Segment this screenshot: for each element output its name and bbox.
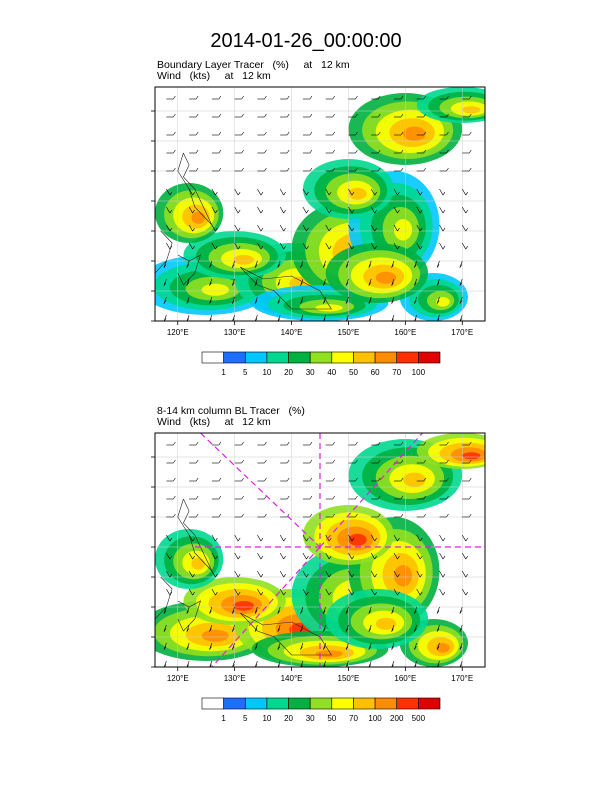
- colorbar-label: 5: [243, 714, 248, 723]
- colorbar-label: 20: [284, 714, 293, 723]
- colorbar-label: 70: [392, 368, 401, 377]
- colorbar-swatch: [396, 351, 419, 364]
- map2-title: 8-14 km column BL Tracer (%): [157, 405, 305, 417]
- map1-title: Boundary Layer Tracer (%) at 12 km: [157, 59, 350, 71]
- colorbar-label: 20: [284, 368, 293, 377]
- colorbar-swatch: [266, 697, 289, 710]
- map2-svg: 120°E130°E140°E150°E160°E170°E25°N20°N15…: [150, 432, 486, 723]
- colorbar-swatch: [353, 697, 376, 710]
- map-frame: [154, 86, 486, 322]
- x-tick-label: 140°E: [281, 328, 303, 337]
- colorbar-swatch: [418, 351, 441, 364]
- colorbar-label: 1: [221, 368, 226, 377]
- page-title: 2014-01-26_00:00:00: [210, 30, 402, 52]
- colorbar-label: 50: [327, 714, 336, 723]
- colorbar-label: 5: [243, 368, 248, 377]
- x-tick-label: 120°E: [167, 674, 189, 683]
- colorbar-label: 500: [412, 714, 426, 723]
- colorbar-label: 100: [412, 368, 426, 377]
- colorbar-label: 70: [349, 714, 358, 723]
- x-tick-label: 130°E: [224, 674, 246, 683]
- colorbar-swatch: [374, 697, 398, 710]
- map1-subtitle: Wind (kts) at 12 km: [157, 70, 271, 82]
- colorbar-label: 40: [327, 368, 336, 377]
- colorbar-label: 200: [390, 714, 404, 723]
- x-tick-label: 150°E: [338, 674, 360, 683]
- colorbar-label: 1: [221, 714, 226, 723]
- colorbar-swatch: [396, 697, 419, 710]
- x-tick-label: 140°E: [281, 674, 303, 683]
- colorbar-swatch: [288, 351, 311, 364]
- map2-panel: 120°E130°E140°E150°E160°E170°E25°N20°N15…: [150, 426, 490, 726]
- colorbar-label: 30: [306, 714, 315, 723]
- x-tick-label: 150°E: [338, 328, 360, 337]
- colorbar-label: 100: [368, 714, 382, 723]
- colorbar-swatch: [244, 351, 268, 364]
- x-tick-label: 120°E: [167, 328, 189, 337]
- colorbar-swatch: [331, 351, 354, 364]
- colorbar-label: 50: [349, 368, 358, 377]
- map1-panel: 120°E130°E140°E150°E160°E170°E25°N20°N15…: [150, 80, 490, 380]
- x-tick-label: 160°E: [394, 674, 416, 683]
- colorbar-swatch: [309, 697, 333, 710]
- colorbar-swatch: [266, 351, 289, 364]
- colorbar-swatch: [223, 697, 246, 710]
- colorbar-swatch: [374, 351, 398, 364]
- colorbar-label: 10: [262, 368, 271, 377]
- colorbar-swatch: [418, 697, 441, 710]
- map-frame: [154, 432, 486, 668]
- colorbar-swatch: [331, 697, 354, 710]
- x-tick-label: 170°E: [451, 328, 473, 337]
- colorbar-swatch: [201, 697, 224, 710]
- map2-subtitle: Wind (kts) at 12 km: [157, 416, 271, 428]
- colorbar-label: 10: [262, 714, 271, 723]
- map1-svg: 120°E130°E140°E150°E160°E170°E25°N20°N15…: [150, 86, 486, 377]
- colorbar-swatch: [309, 351, 333, 364]
- x-tick-label: 170°E: [451, 674, 473, 683]
- colorbar-label: 30: [306, 368, 315, 377]
- x-tick-label: 160°E: [394, 328, 416, 337]
- colorbar-swatch: [353, 351, 376, 364]
- colorbar-swatch: [288, 697, 311, 710]
- colorbar-label: 60: [371, 368, 380, 377]
- colorbar-swatch: [201, 351, 224, 364]
- colorbar-swatch: [244, 697, 268, 710]
- colorbar-swatch: [223, 351, 246, 364]
- x-tick-label: 130°E: [224, 328, 246, 337]
